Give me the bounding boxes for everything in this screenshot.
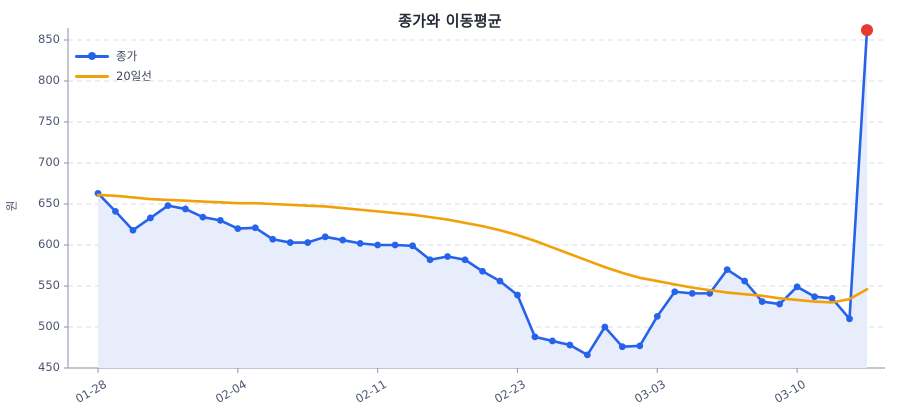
series-line-ma20[interactable] [96, 193, 869, 304]
data-point-marker[interactable] [321, 233, 329, 241]
y-tick-label: 750 [38, 114, 60, 128]
data-point-marker[interactable] [304, 239, 312, 246]
chart-title: 종가와 이동평균 [398, 12, 502, 30]
data-point-marker[interactable] [356, 239, 364, 247]
data-point-marker[interactable] [444, 253, 451, 260]
data-point-marker[interactable] [129, 226, 137, 234]
legend-item-close[interactable]: 종가 [75, 46, 152, 66]
data-point-marker[interactable] [723, 266, 731, 273]
legend-item-ma20[interactable]: 20일선 [75, 66, 152, 86]
legend-label-close: 종가 [116, 49, 138, 63]
data-point-marker[interactable] [461, 256, 469, 264]
data-point-marker[interactable] [164, 202, 172, 210]
data-point-marker[interactable] [409, 242, 416, 250]
data-point-marker[interactable] [653, 312, 661, 320]
data-point-marker[interactable] [339, 236, 347, 244]
data-point-marker[interactable] [199, 213, 207, 221]
legend-swatch-close-icon [75, 49, 109, 63]
data-point-marker[interactable] [583, 351, 591, 359]
data-point-marker[interactable] [601, 323, 609, 331]
data-point-marker[interactable] [251, 224, 259, 232]
data-point-marker[interactable] [706, 289, 714, 297]
data-point-marker[interactable] [688, 289, 696, 297]
legend-label-ma20: 20일선 [116, 69, 152, 83]
data-point-marker[interactable] [391, 241, 399, 249]
highlight-point-marker[interactable] [861, 24, 873, 37]
chart-legend: 종가 20일선 [75, 46, 152, 86]
data-point-marker[interactable] [828, 294, 836, 302]
y-tick-label: 650 [38, 196, 60, 210]
data-point-marker[interactable] [216, 217, 224, 224]
data-point-marker[interactable] [566, 341, 574, 349]
data-point-marker[interactable] [269, 235, 277, 243]
data-point-marker[interactable] [426, 256, 434, 264]
data-point-marker[interactable] [811, 293, 818, 301]
data-point-marker[interactable] [531, 333, 539, 341]
data-point-marker[interactable] [741, 277, 749, 285]
data-point-marker[interactable] [758, 298, 766, 305]
data-point-marker[interactable] [112, 207, 119, 215]
y-tick-label: 800 [38, 73, 60, 87]
data-point-marker[interactable] [286, 239, 294, 246]
series-area-fill [98, 30, 867, 368]
y-tick-label: 600 [38, 237, 60, 251]
data-point-marker[interactable] [147, 214, 154, 222]
legend-swatch-ma20-icon [75, 69, 109, 83]
y-tick-label: 500 [38, 319, 60, 333]
data-point-marker[interactable] [479, 267, 486, 275]
data-point-marker[interactable] [671, 288, 679, 296]
data-point-marker[interactable] [496, 277, 504, 285]
y-tick-label: 550 [38, 278, 60, 292]
y-tick-label: 700 [38, 155, 60, 169]
data-point-marker[interactable] [181, 205, 189, 213]
y-tick-label: 450 [38, 360, 60, 374]
data-point-marker[interactable] [776, 300, 784, 308]
data-point-marker[interactable] [793, 283, 801, 291]
data-point-marker[interactable] [514, 291, 521, 299]
data-point-marker[interactable] [234, 225, 242, 233]
data-point-marker[interactable] [636, 342, 644, 350]
data-point-marker[interactable] [374, 241, 382, 249]
data-point-marker[interactable] [846, 315, 853, 323]
data-point-marker[interactable] [549, 337, 556, 345]
y-tick-label: 850 [38, 32, 60, 46]
data-point-marker[interactable] [618, 343, 626, 351]
